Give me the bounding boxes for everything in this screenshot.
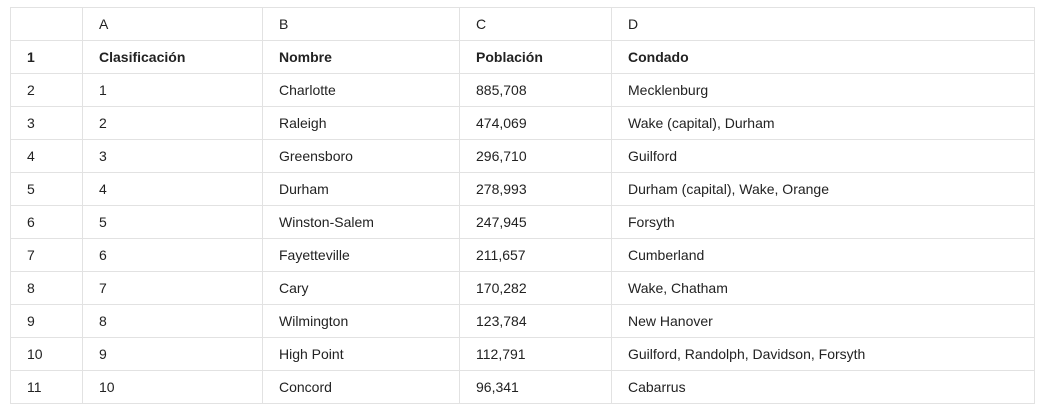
cell-b[interactable]: Raleigh [262,106,460,140]
cell-a[interactable]: 1 [82,73,263,107]
cell-c[interactable]: 474,069 [459,106,612,140]
column-header-row: A B C D [10,7,1035,41]
cell-a[interactable]: 5 [82,205,263,239]
cell-a[interactable]: Clasificación [82,40,263,74]
column-header-b[interactable]: B [262,7,460,41]
cell-c[interactable]: 170,282 [459,271,612,305]
table-row: 8 7 Cary 170,282 Wake, Chatham [10,271,1035,305]
cell-c[interactable]: 278,993 [459,172,612,206]
cell-b[interactable]: Fayetteville [262,238,460,272]
cell-c[interactable]: 247,945 [459,205,612,239]
table-row: 2 1 Charlotte 885,708 Mecklenburg [10,73,1035,107]
cell-a[interactable]: 10 [82,370,263,404]
row-number[interactable]: 1 [10,40,83,74]
table-row: 10 9 High Point 112,791 Guilford, Randolph, … [10,337,1035,371]
cell-d[interactable]: Forsyth [611,205,1035,239]
spreadsheet-table: A B C D 1 Clasificación Nombre Población Con… [10,7,1035,404]
column-header-d[interactable]: D [611,7,1035,41]
table-row: 4 3 Greensboro 296,710 Guilford [10,139,1035,173]
cell-d[interactable]: Wake (capital), Durham [611,106,1035,140]
row-number[interactable]: 3 [10,106,83,140]
cell-c[interactable]: 112,791 [459,337,612,371]
cell-c[interactable]: 96,341 [459,370,612,404]
cell-d[interactable]: Cumberland [611,238,1035,272]
row-number[interactable]: 9 [10,304,83,338]
row-number[interactable]: 11 [10,370,83,404]
table-row: 1 Clasificación Nombre Población Condado [10,40,1035,74]
cell-b[interactable]: Durham [262,172,460,206]
table-row: 9 8 Wilmington 123,784 New Hanover [10,304,1035,338]
cell-d[interactable]: Guilford [611,139,1035,173]
cell-c[interactable]: 123,784 [459,304,612,338]
cell-b[interactable]: Concord [262,370,460,404]
cell-c[interactable]: 211,657 [459,238,612,272]
cell-a[interactable]: 9 [82,337,263,371]
cell-b[interactable]: Winston-Salem [262,205,460,239]
cell-a[interactable]: 4 [82,172,263,206]
row-number[interactable]: 5 [10,172,83,206]
cell-c[interactable]: 885,708 [459,73,612,107]
table-row: 6 5 Winston-Salem 247,945 Forsyth [10,205,1035,239]
cell-a[interactable]: 3 [82,139,263,173]
cell-a[interactable]: 7 [82,271,263,305]
cell-b[interactable]: Wilmington [262,304,460,338]
row-number[interactable]: 4 [10,139,83,173]
cell-a[interactable]: 6 [82,238,263,272]
cell-a[interactable]: 2 [82,106,263,140]
cell-d[interactable]: Cabarrus [611,370,1035,404]
cell-d[interactable]: Durham (capital), Wake, Orange [611,172,1035,206]
column-header-a[interactable]: A [82,7,263,41]
table-row: 11 10 Concord 96,341 Cabarrus [10,370,1035,404]
row-number[interactable]: 8 [10,271,83,305]
cell-d[interactable]: New Hanover [611,304,1035,338]
row-number[interactable]: 2 [10,73,83,107]
cell-c[interactable]: 296,710 [459,139,612,173]
cell-b[interactable]: Cary [262,271,460,305]
row-number[interactable]: 6 [10,205,83,239]
column-header-c[interactable]: C [459,7,612,41]
cell-d[interactable]: Wake, Chatham [611,271,1035,305]
row-number[interactable]: 10 [10,337,83,371]
cell-c[interactable]: Población [459,40,612,74]
row-number[interactable]: 7 [10,238,83,272]
table-row: 3 2 Raleigh 474,069 Wake (capital), Durham [10,106,1035,140]
cell-a[interactable]: 8 [82,304,263,338]
cell-b[interactable]: Charlotte [262,73,460,107]
cell-d[interactable]: Guilford, Randolph, Davidson, Forsyth [611,337,1035,371]
cell-d[interactable]: Condado [611,40,1035,74]
cell-d[interactable]: Mecklenburg [611,73,1035,107]
corner-cell[interactable] [10,7,83,41]
cell-b[interactable]: Greensboro [262,139,460,173]
cell-b[interactable]: High Point [262,337,460,371]
table-row: 5 4 Durham 278,993 Durham (capital), Wake, O… [10,172,1035,206]
table-row: 7 6 Fayetteville 211,657 Cumberland [10,238,1035,272]
cell-b[interactable]: Nombre [262,40,460,74]
